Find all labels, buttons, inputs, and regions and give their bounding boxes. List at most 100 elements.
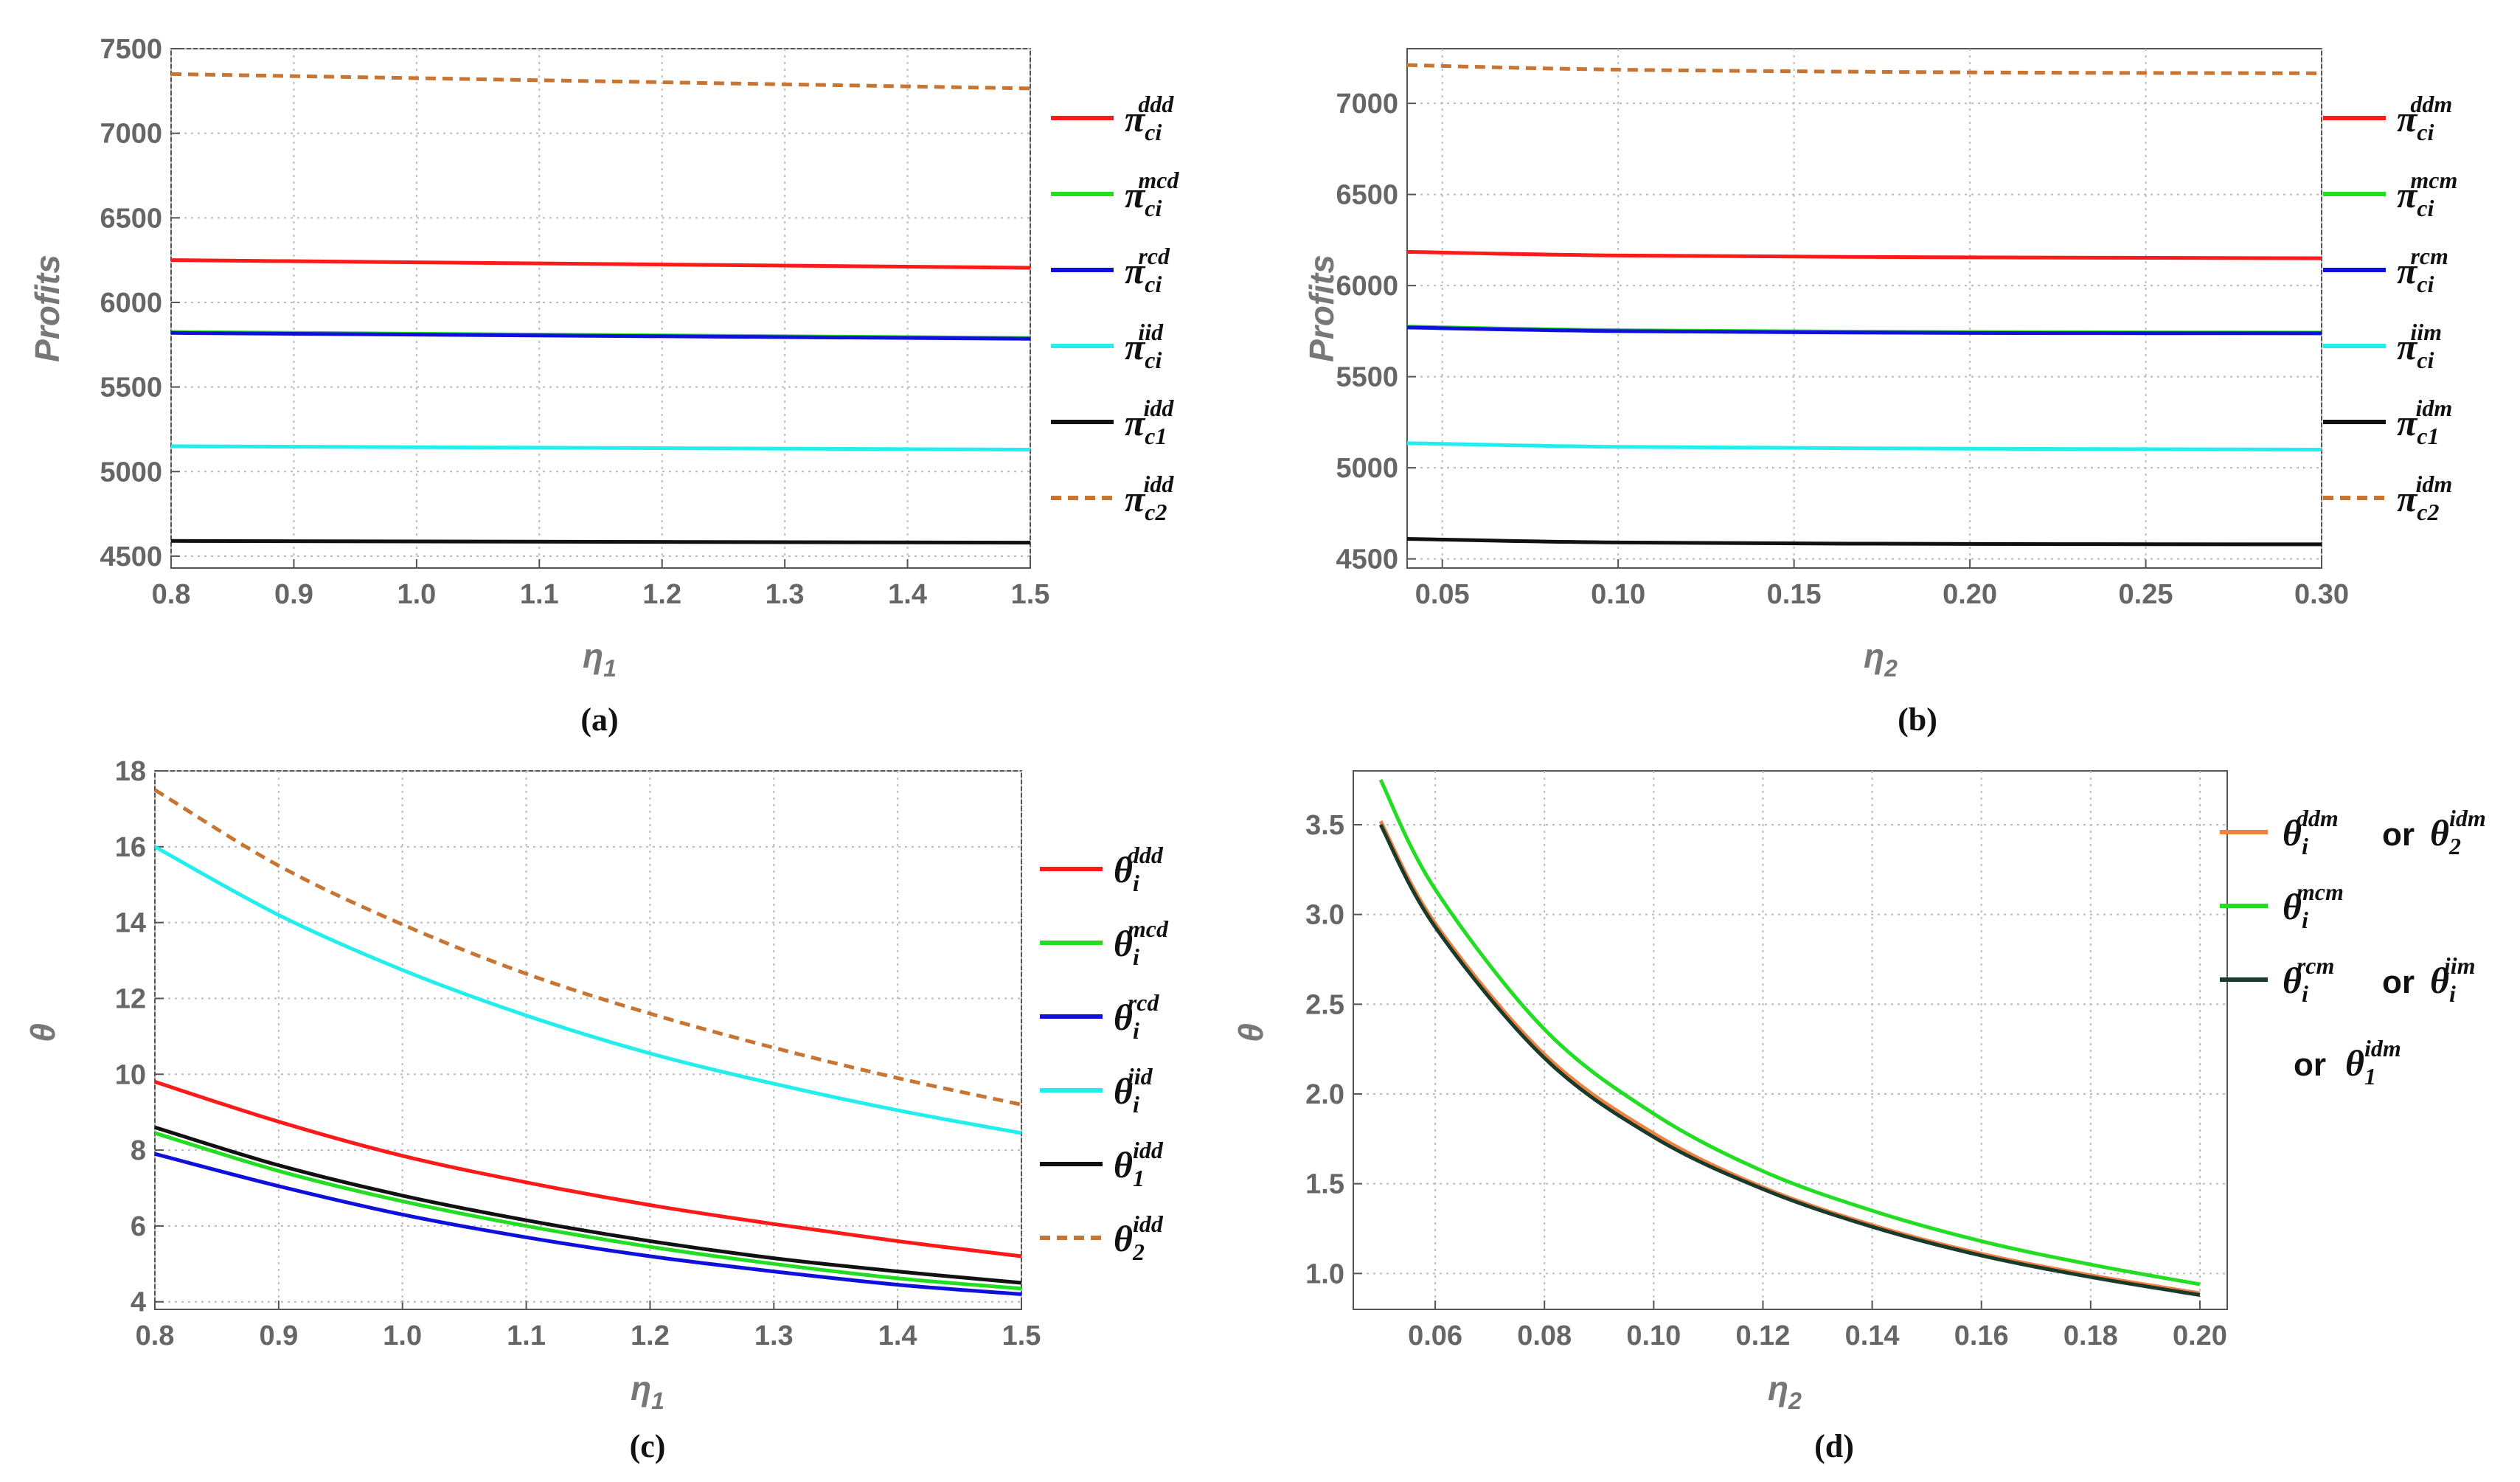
- x-tick-label: 0.9: [259, 1320, 298, 1351]
- y-tick-label: 10: [115, 1059, 146, 1090]
- x-tick-label: 0.06: [1408, 1320, 1462, 1351]
- legend-label: θ1idd: [1114, 1137, 1164, 1191]
- legend-or-word: or: [2382, 964, 2415, 1000]
- series-line-iid-i: [153, 845, 1022, 1135]
- legend: πciddd πcimcd πcircd πciiid πc1idd πc2idd: [1051, 91, 1179, 525]
- legend-label: πc2idm: [2397, 471, 2452, 525]
- y-tick-label: 1.0: [1305, 1258, 1344, 1289]
- y-tick-label: 7000: [1336, 89, 1398, 120]
- panel-caption: (b): [1898, 702, 1937, 738]
- y-tick-label: 6500: [100, 203, 162, 234]
- x-tick-label: 1.5: [1011, 579, 1050, 610]
- y-tick-label: 2.5: [1305, 989, 1344, 1020]
- x-tick-label: 1.0: [383, 1320, 422, 1351]
- legend-label: θimcd: [1114, 915, 1169, 970]
- series-line-idd-1: [154, 1125, 1022, 1285]
- x-tick-label: 0.20: [2173, 1320, 2227, 1351]
- x-tick-label: 1.1: [520, 579, 559, 610]
- y-axis-label: θ: [24, 1023, 62, 1042]
- x-tick-label: 1.4: [878, 1320, 917, 1351]
- panel-caption: (a): [580, 702, 618, 738]
- y-tick-label: 5000: [100, 457, 162, 488]
- y-tick-label: 6000: [1336, 271, 1398, 302]
- x-tick-label: 1.2: [642, 579, 681, 610]
- series-line-idd-c1: [170, 539, 1031, 545]
- y-axis-label: Profits: [28, 254, 66, 362]
- legend-label: θiddm: [2283, 805, 2339, 859]
- series-line-curve1-1: [1378, 779, 2201, 1287]
- chart-panel-a: 0.8 0.9 1.0 1.1 1.2 1.3 1.4 1.5 4500 5000 5500 6000…: [28, 34, 1179, 738]
- chart-panel-c: 0.8 0.9 1.0 1.1 1.2 1.3 1.4 1.5 4 6 8 10 12 14 16 18 θ η1…: [24, 756, 1169, 1464]
- series-line-idd-c2: [170, 72, 1031, 91]
- y-tick-label: 5000: [1336, 453, 1398, 484]
- panel-caption: (d): [1814, 1428, 1854, 1464]
- y-tick-label: 3.5: [1305, 810, 1344, 841]
- y-tick-label: 12: [115, 983, 146, 1014]
- legend-label: πciiim: [2397, 319, 2442, 373]
- x-tick-label: 1.0: [397, 579, 436, 610]
- legend-label: πcircd: [1125, 243, 1170, 297]
- legend-or-word: or: [2294, 1047, 2326, 1083]
- x-tick-label: 0.15: [1767, 579, 1822, 610]
- series-line-ddd-ci: [170, 258, 1031, 270]
- chart-panel-d: 0.06 0.08 0.10 0.12 0.14 0.16 0.18 0.20 1.0 1.5 2.…: [1232, 770, 2486, 1464]
- legend-label: πc2idd: [1125, 471, 1174, 525]
- panel-caption: (c): [630, 1428, 666, 1464]
- x-tick-label: 0.14: [1845, 1320, 1900, 1351]
- x-tick-label: 1.4: [888, 579, 927, 610]
- y-tick-label: 4500: [1336, 544, 1398, 575]
- legend-label: πciddd: [1125, 91, 1174, 145]
- series-line-idm-c1: [1406, 536, 2322, 547]
- legend-label: θ1idm: [2345, 1035, 2401, 1090]
- legend-label: θiiim: [2430, 952, 2476, 1007]
- y-axis-label: Profits: [1302, 254, 1341, 362]
- x-tick-label: 1.1: [507, 1320, 546, 1351]
- x-tick-label: 0.9: [274, 579, 313, 610]
- y-tick-label: 14: [115, 908, 146, 939]
- x-tick-label: 0.05: [1415, 579, 1470, 610]
- legend-or-word: or: [2382, 817, 2415, 853]
- y-tick-label: 6500: [1336, 180, 1398, 211]
- legend-label: θiddd: [1114, 842, 1164, 896]
- series-line-idd-2: [153, 788, 1022, 1107]
- y-tick-label: 2.0: [1305, 1079, 1344, 1110]
- legend-label: πcimcd: [1125, 167, 1179, 221]
- y-tick-label: 3.0: [1305, 900, 1344, 931]
- legend-label: θircd: [1114, 989, 1160, 1044]
- y-tick-label: 5500: [1336, 362, 1398, 393]
- series-line-ddd-i: [154, 1080, 1022, 1258]
- x-tick-label: 0.20: [1943, 579, 1997, 610]
- series-line-curve2-2: [1378, 823, 2201, 1297]
- series-line-iim-ci: [1406, 441, 2322, 451]
- x-tick-label: 0.12: [1735, 1320, 1790, 1351]
- series-line-idm-c2: [1406, 63, 2322, 75]
- y-tick-label: 6: [131, 1211, 146, 1242]
- x-tick-label: 1.2: [631, 1320, 670, 1351]
- legend-label: θiiid: [1114, 1063, 1153, 1118]
- y-tick-label: 5500: [100, 373, 162, 404]
- x-axis-label: η1: [583, 637, 617, 682]
- legend-label: θ2idd: [1114, 1211, 1164, 1265]
- series-line-mcd-i: [154, 1131, 1022, 1291]
- y-tick-label: 7500: [100, 34, 162, 65]
- series-line-curve0-0: [1378, 820, 2201, 1295]
- y-tick-label: 16: [115, 832, 146, 863]
- plot-frame: [1406, 48, 2322, 569]
- plot-frame: [1353, 770, 2228, 1310]
- x-tick-label: 1.3: [754, 1320, 794, 1351]
- legend-label: πc1idm: [2397, 395, 2452, 449]
- x-tick-label: 0.10: [1626, 1320, 1681, 1351]
- chart-panel-b: 0.05 0.10 0.15 0.20 0.25 0.30 4500 5000 5500 6000…: [1302, 48, 2457, 738]
- legend-label: πcimcm: [2397, 167, 2457, 221]
- series-line-iid-ci: [170, 444, 1031, 451]
- plot-frame: [154, 770, 1022, 1310]
- legend: θiddd θimcd θircd θiiid θ1idd θ2idd: [1040, 842, 1169, 1265]
- y-tick-label: 7000: [100, 119, 162, 150]
- series-line-rcm-ci: [1406, 325, 2322, 336]
- x-axis-label: η1: [631, 1369, 664, 1414]
- x-tick-label: 0.10: [1591, 579, 1645, 610]
- x-tick-label: 0.25: [2119, 579, 2173, 610]
- x-tick-label: 0.8: [136, 1320, 175, 1351]
